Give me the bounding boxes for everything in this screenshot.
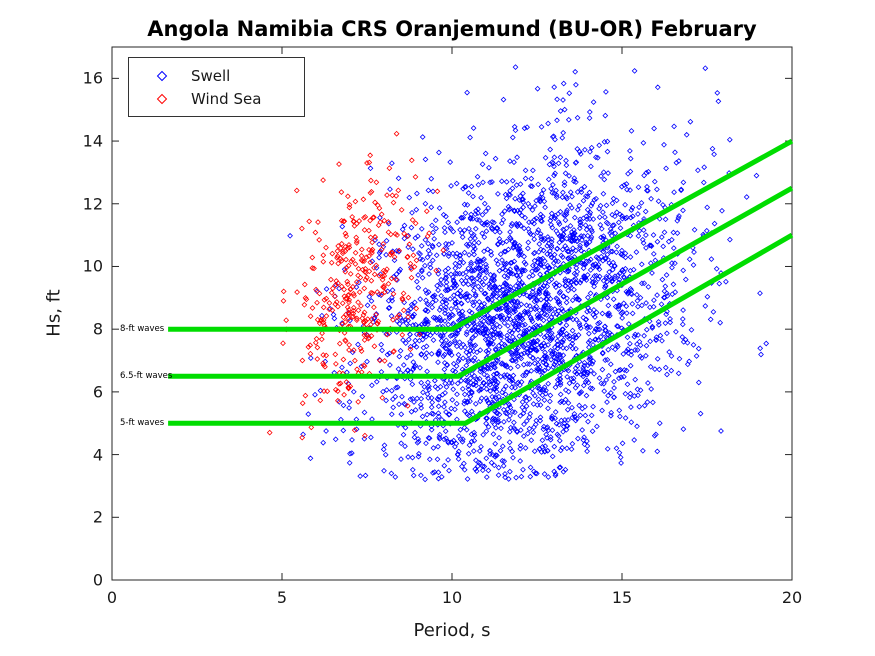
y-tick-label: 8 [92,319,103,339]
scatter-wind-sea [266,130,447,441]
x-tick-label: 10 [441,588,463,607]
legend-label-swell: Swell [191,66,231,85]
legend-item-swell: Swell [129,64,304,87]
reference-line-6.5-ft-waves [168,185,794,379]
legend-label-wind-sea: Wind Sea [191,89,262,108]
chart-title: Angola Namibia CRS Oranjemund (BU-OR) Fe… [147,17,757,41]
swell-marker-icon [156,70,168,81]
reference-line-5-ft-waves [168,232,794,426]
y-tick-label: 10 [82,256,103,276]
y-tick-label: 4 [92,445,103,465]
x-tick-label: 5 [276,588,288,607]
x-axis-label: Period, s [413,620,491,641]
x-tick-label: 20 [781,588,803,607]
reference-line-8-ft-waves [168,138,794,332]
ref-line-label: 6.5-ft waves [120,371,173,382]
wind-sea-marker-icon [156,93,168,104]
y-tick-label: 0 [92,570,103,590]
x-tick-label: 15 [611,588,633,607]
y-tick-label: 12 [82,194,103,214]
scatter-swell [287,64,770,483]
legend: Swell Wind Sea [128,57,305,117]
y-tick-label: 14 [82,131,103,151]
y-tick-label: 16 [82,68,103,88]
ref-line-label: 8-ft waves [120,324,165,335]
x-tick-label: 0 [106,588,118,607]
y-tick-label: 2 [92,507,103,527]
legend-item-wind-sea: Wind Sea [129,87,304,110]
ref-line-label: 5-ft waves [120,418,165,429]
y-tick-label: 6 [92,382,103,402]
